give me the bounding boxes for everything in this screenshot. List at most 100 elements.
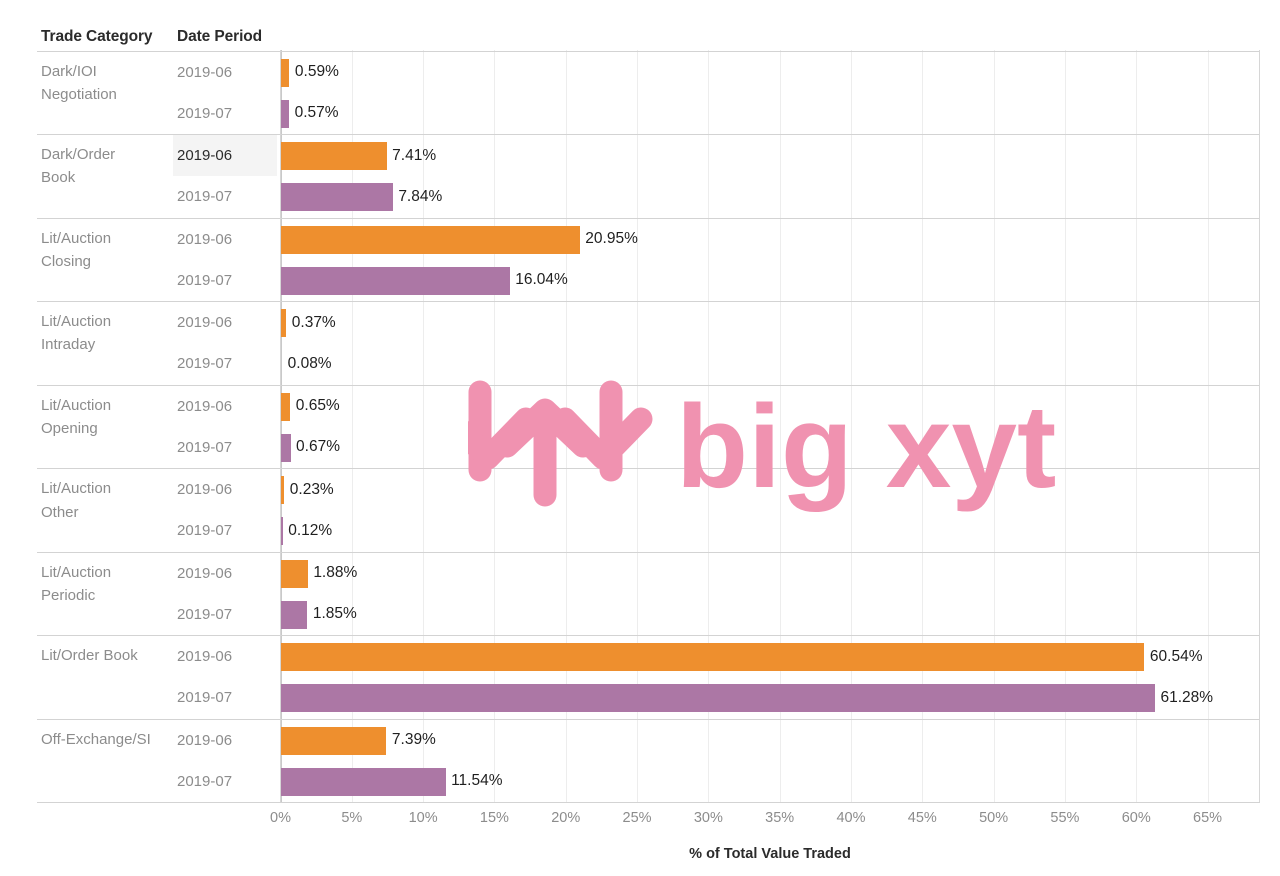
- bar-row[interactable]: 2019-07 0.08%: [0, 343, 1280, 384]
- date-period-cell[interactable]: 2019-06: [177, 397, 233, 415]
- bar-period2[interactable]: [281, 433, 291, 462]
- bar-period2[interactable]: [281, 684, 1155, 713]
- bar-row[interactable]: 2019-07 7.84%: [0, 176, 1280, 217]
- bar-value-label: 0.67%: [296, 438, 340, 456]
- bar-period1[interactable]: [281, 225, 580, 254]
- bar-row[interactable]: 2019-06 20.95%: [0, 219, 1280, 260]
- bar-period1[interactable]: [281, 142, 387, 171]
- bar-row[interactable]: 2019-07 61.28%: [0, 677, 1280, 718]
- bar-row[interactable]: 2019-07 16.04%: [0, 260, 1280, 301]
- row-separator: [37, 384, 1260, 386]
- x-tick-label: 45%: [907, 810, 937, 826]
- table-row[interactable]: Lit/Auction Periodic 2019-06 1.88% 2019-07 1…: [0, 552, 1280, 636]
- category-label[interactable]: Dark/IOI Negotiation: [41, 62, 117, 103]
- table-row[interactable]: Dark/Order Book 2019-06 7.41% 2019-07 7.84%: [0, 134, 1280, 218]
- gridline-5pct: [351, 50, 353, 802]
- x-tick-label: 60%: [1121, 810, 1151, 826]
- category-label[interactable]: Dark/Order Book: [41, 146, 116, 187]
- date-period-cell[interactable]: 2019-06: [177, 564, 233, 582]
- date-period-cell[interactable]: 2019-06: [177, 230, 233, 248]
- bar-row[interactable]: 2019-07 0.57%: [0, 93, 1280, 134]
- bar-value-label: 0.23%: [289, 480, 334, 498]
- bar-period2[interactable]: [281, 600, 308, 629]
- bar-period1[interactable]: [281, 309, 287, 338]
- bar-period2[interactable]: [281, 517, 283, 546]
- bar-row[interactable]: 2019-06 1.88%: [0, 553, 1280, 594]
- table-row[interactable]: Lit/Order Book 2019-06 60.54% 2019-07 61.28%: [0, 635, 1280, 719]
- date-period-cell[interactable]: 2019-07: [177, 188, 233, 206]
- category-label[interactable]: Off-Exchange/SI: [41, 730, 151, 748]
- category-label[interactable]: Lit/Auction Closing: [41, 229, 112, 270]
- table-row[interactable]: Lit/Auction Intraday 2019-06 0.37% 2019-07 0…: [0, 301, 1280, 385]
- date-period-cell[interactable]: 2019-06: [177, 481, 233, 499]
- table-row[interactable]: Lit/Auction Opening 2019-06 0.65% 2019-07 0.…: [0, 385, 1280, 469]
- bar-row[interactable]: 2019-07 1.85%: [0, 594, 1280, 635]
- category-label[interactable]: Lit/Auction Opening: [41, 396, 112, 437]
- table-row[interactable]: Off-Exchange/SI 2019-06 7.39% 2019-07 11.54%: [0, 719, 1280, 803]
- gridline-55pct: [1064, 50, 1066, 802]
- bar-period2[interactable]: [281, 183, 393, 212]
- bar-row[interactable]: 2019-06 0.59%: [0, 52, 1280, 93]
- bar-value-label: 7.84%: [398, 187, 443, 205]
- x-tick-label: 15%: [479, 810, 509, 826]
- bar-period1[interactable]: [281, 392, 291, 421]
- date-period-cell[interactable]: 2019-07: [177, 104, 233, 122]
- plot-area-frame: [280, 50, 1260, 802]
- category-label[interactable]: Lit/Auction Other: [41, 480, 112, 521]
- date-period-cell[interactable]: 2019-07: [177, 605, 233, 623]
- bar-period2[interactable]: [281, 266, 510, 295]
- bar-period1[interactable]: [281, 559, 308, 588]
- date-period-cell[interactable]: 2019-07: [177, 438, 233, 456]
- x-tick-label: 30%: [693, 810, 723, 826]
- row-separator: [37, 50, 1260, 52]
- table-row[interactable]: Dark/IOI Negotiation 2019-06 0.59% 2019-07 0…: [0, 51, 1280, 135]
- bar-period1[interactable]: [281, 726, 387, 755]
- bar-period2[interactable]: [281, 767, 446, 796]
- bar-row[interactable]: 2019-06 0.65%: [0, 386, 1280, 427]
- bar-row[interactable]: 2019-07 11.54%: [0, 761, 1280, 802]
- bar-row[interactable]: 2019-06 0.37%: [0, 302, 1280, 343]
- table-row[interactable]: Lit/Auction Other 2019-06 0.23% 2019-07 0.12…: [0, 468, 1280, 552]
- bar-row[interactable]: 2019-06 7.39%: [0, 720, 1280, 761]
- bar-value-label: 61.28%: [1160, 688, 1214, 706]
- bar-row[interactable]: 2019-07 0.67%: [0, 427, 1280, 468]
- bar-value-label: 1.85%: [312, 605, 357, 623]
- x-axis-title-wrap: % of Total Value Traded: [280, 845, 1260, 863]
- date-period-cell[interactable]: 2019-06: [177, 648, 233, 666]
- x-tick-label: 40%: [836, 810, 866, 826]
- x-tick-label: 35%: [765, 810, 795, 826]
- bar-row[interactable]: 2019-06 0.23%: [0, 469, 1280, 510]
- category-label[interactable]: Lit/Auction Intraday: [41, 313, 112, 354]
- category-label[interactable]: Lit/Order Book: [41, 647, 138, 665]
- row-separator: [37, 301, 1260, 303]
- date-period-cell[interactable]: 2019-06: [177, 63, 233, 81]
- bar-value-label: 7.39%: [391, 731, 436, 749]
- bar-row[interactable]: 2019-07 0.12%: [0, 510, 1280, 551]
- bar-row[interactable]: 2019-06 7.41%: [0, 135, 1280, 177]
- date-period-cell[interactable]: 2019-07: [177, 689, 233, 707]
- category-label[interactable]: Lit/Auction Periodic: [41, 563, 112, 605]
- table-row[interactable]: Lit/Auction Closing 2019-06 20.95% 2019-07 1…: [0, 218, 1280, 302]
- x-tick-label: 5%: [341, 810, 363, 826]
- row-separator: [37, 134, 1260, 136]
- date-period-cell[interactable]: 2019-07: [177, 271, 233, 289]
- bar-period1[interactable]: [281, 476, 285, 505]
- x-axis-title: % of Total Value Traded: [689, 846, 851, 862]
- date-period-cell[interactable]: 2019-07: [177, 522, 233, 540]
- gridline-35pct: [779, 50, 781, 802]
- bar-row[interactable]: 2019-06 60.54%: [0, 636, 1280, 677]
- bar-value-label: 0.12%: [288, 521, 333, 539]
- date-period-cell[interactable]: 2019-07: [177, 355, 233, 373]
- bar-period1[interactable]: [281, 643, 1145, 672]
- date-period-cell[interactable]: 2019-07: [177, 772, 233, 790]
- gridline-60pct: [1136, 50, 1138, 802]
- bar-period2[interactable]: [281, 99, 290, 128]
- date-period-cell[interactable]: 2019-06: [177, 314, 233, 332]
- date-period-cell[interactable]: 2019-06: [173, 135, 277, 177]
- bar-value-label: 7.41%: [392, 146, 437, 164]
- bar-period1[interactable]: [281, 58, 290, 87]
- bar-value-label: 0.59%: [294, 63, 339, 80]
- bar-value-label: 60.54%: [1149, 647, 1203, 665]
- date-period-cell[interactable]: 2019-06: [177, 731, 233, 749]
- x-tick-label: 50%: [979, 810, 1009, 826]
